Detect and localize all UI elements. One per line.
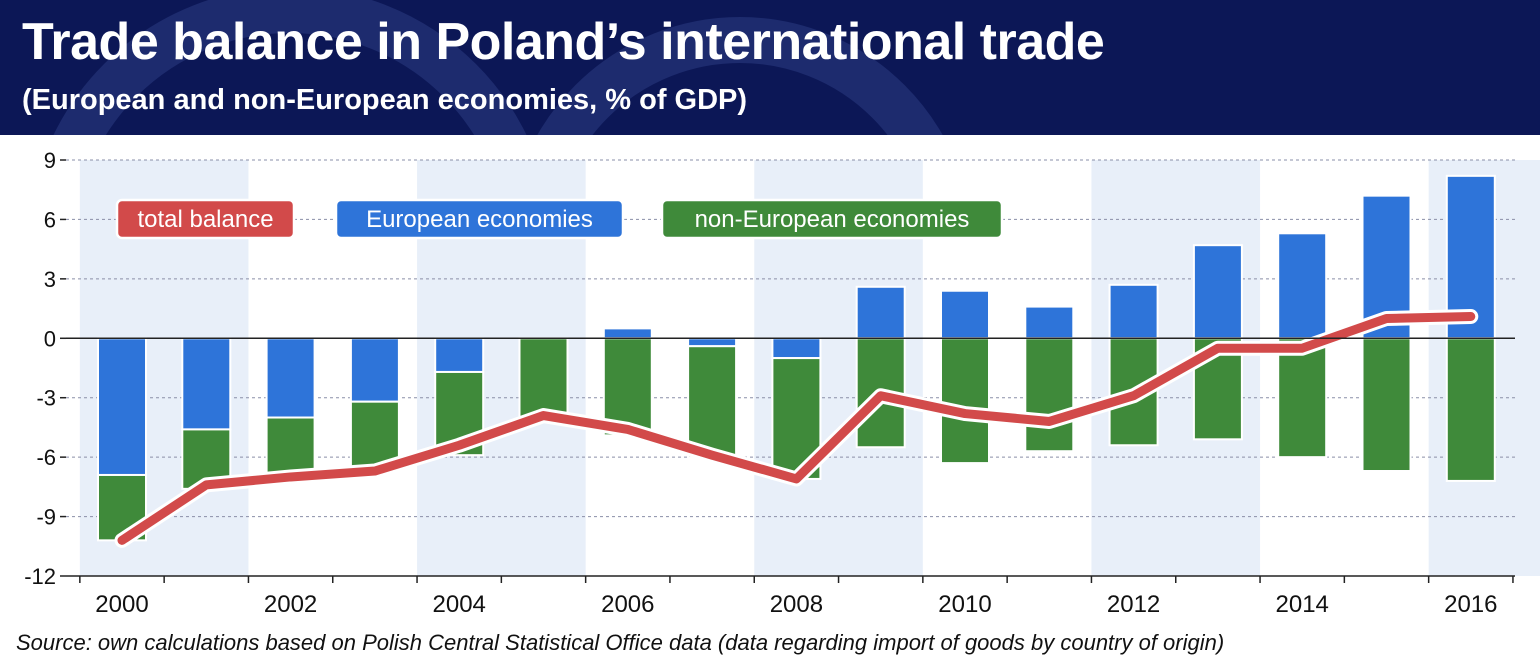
axes: 9 6 3 0 -3 -6 -9 -12 2000 2002 2004 2006 2008 2010 201… [24,148,1515,618]
x-tick-label: 2014 [1276,591,1329,618]
legend-non-european: non-European economies [660,198,1004,240]
header-watermark-logo [53,0,943,135]
x-tick-label: 2006 [601,591,654,618]
x-tick-label: 2016 [1444,591,1497,618]
legend-european-swatch [334,198,625,240]
y-tick-label: -6 [36,445,56,470]
y-tick-label: 9 [44,148,56,173]
bar-non-european [1445,337,1496,482]
bar-non-european [349,400,400,471]
bar-non-european [940,337,990,465]
bar-european [265,337,316,419]
x-tick-label: 2000 [95,591,148,618]
bar-non-european [1024,337,1075,453]
bar-european [97,337,147,476]
total-balance-line [114,308,1479,548]
x-tick-label: 2002 [264,591,317,618]
bar-european [1024,305,1075,340]
legend-non-european-label: non-European economies [695,206,970,233]
source-note: Source: own calculations based on Polish… [16,630,1225,655]
x-tick-label: 2010 [938,591,991,618]
bar-european [940,289,990,340]
legend-total-balance-label: total balance [137,206,273,233]
chart-area: 9 6 3 0 -3 -6 -9 -12 2000 2002 2004 2006 2008 2010 201… [24,148,1540,618]
bar-european [1108,283,1159,340]
x-tick-label: 2004 [433,591,486,618]
chart-subtitle: (European and non-European economies, % … [22,84,748,116]
bar-european [349,337,400,403]
bar-non-european [1361,337,1412,473]
bar-european [602,327,653,340]
legend-total-balance-swatch [115,198,296,240]
y-tick-label: 3 [44,267,56,292]
bar-european [434,337,485,373]
bar-european [771,337,822,360]
bar-european [181,337,232,431]
legend-european: European economies [334,198,625,240]
legend-non-european-swatch [660,198,1004,240]
bar-non-european [687,345,738,459]
chart-title: Trade balance in Poland’s international … [22,13,1105,71]
y-tick-label: -3 [36,386,56,411]
bar-european [1192,244,1243,340]
bar-non-european [265,416,316,478]
bar-european [687,337,738,348]
y-tick-label: -12 [24,564,56,589]
header-banner: Trade balance in Poland’s international … [0,0,1540,135]
y-tick-label: 6 [44,207,56,232]
legend-european-label: European economies [366,206,593,233]
bar-european [1277,232,1328,340]
legend-total-balance: total balance [115,198,296,240]
y-tick-label: 0 [44,326,56,351]
bar-european [855,285,906,340]
y-tick-label: -9 [36,505,56,530]
legend: total balance European economies non-Europ… [115,198,1004,240]
bar-non-european [518,337,569,419]
x-tick-label: 2012 [1107,591,1160,618]
x-tick-label: 2008 [770,591,823,618]
bar-non-european [1277,337,1328,459]
